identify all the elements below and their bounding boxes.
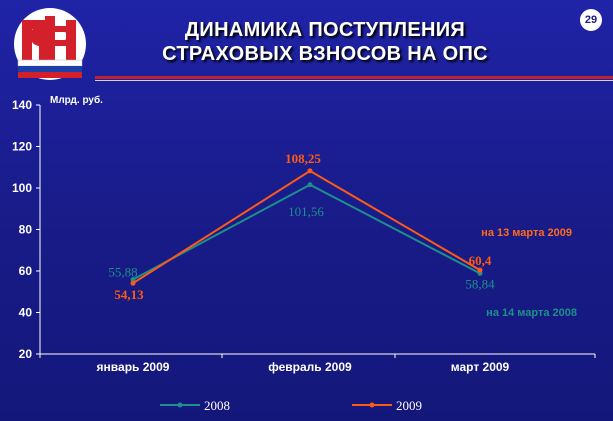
data-point-2009	[477, 267, 483, 273]
data-label-2008: 101,56	[288, 204, 324, 219]
data-label-2008: 58,84	[465, 276, 495, 291]
pfr-logo-icon	[14, 8, 86, 80]
title-line-2: СТРАХОВЫХ ВЗНОСОВ НА ОПС	[162, 43, 488, 65]
y-tick-label: 60	[19, 264, 33, 278]
legend-marker-2008	[177, 402, 183, 408]
annotation-2008: на 14 марта 2008	[486, 307, 577, 319]
legend-label-2009: 2009	[396, 398, 422, 413]
y-tick-label: 20	[19, 347, 33, 361]
y-axis-label: Млрд. руб.	[50, 95, 103, 106]
data-point-2009	[130, 280, 136, 286]
data-label-2009: 60,4	[469, 253, 492, 268]
title-divider-light	[95, 80, 613, 81]
y-tick-label: 80	[19, 223, 33, 237]
page-number-badge: 29	[580, 9, 602, 31]
legend-marker-2009	[369, 402, 375, 408]
y-tick-label: 140	[12, 98, 32, 112]
title-line-1: ДИНАМИКА ПОСТУПЛЕНИЯ	[184, 19, 466, 41]
legend-label-2008: 2008	[204, 398, 230, 413]
y-tick-label: 120	[12, 140, 32, 154]
title-divider-red	[95, 76, 613, 79]
data-point-2009	[307, 168, 313, 174]
chart-legend: 2008 2009	[160, 398, 422, 413]
chart-labels: 55,88 101,56 58,84 54,13 108,25 60,4 на 13 мар…	[108, 151, 577, 319]
annotation-2009: на 13 марта 2009	[481, 227, 572, 239]
chart-axes: 20 40 60 80 100 120 140 январь 2009 февраль 2009…	[12, 98, 596, 374]
data-label-2008: 55,88	[108, 265, 137, 280]
data-point-2008	[307, 182, 313, 188]
chart-marks	[130, 168, 483, 286]
y-tick-label: 100	[12, 181, 32, 195]
slide-title: ДИНАМИКА ПОСТУПЛЕНИЯ СТРАХОВЫХ ВЗНОСОВ Н…	[110, 18, 540, 66]
data-point-2008	[130, 277, 136, 283]
x-tick-label: январь 2009	[97, 360, 170, 374]
data-label-2009: 108,25	[285, 151, 321, 166]
series-line-2008	[132, 183, 481, 281]
x-tick-label: март 2009	[451, 360, 510, 374]
y-tick-label: 40	[19, 306, 33, 320]
x-tick-label: февраль 2009	[268, 360, 352, 374]
data-label-2009: 54,13	[114, 287, 144, 302]
